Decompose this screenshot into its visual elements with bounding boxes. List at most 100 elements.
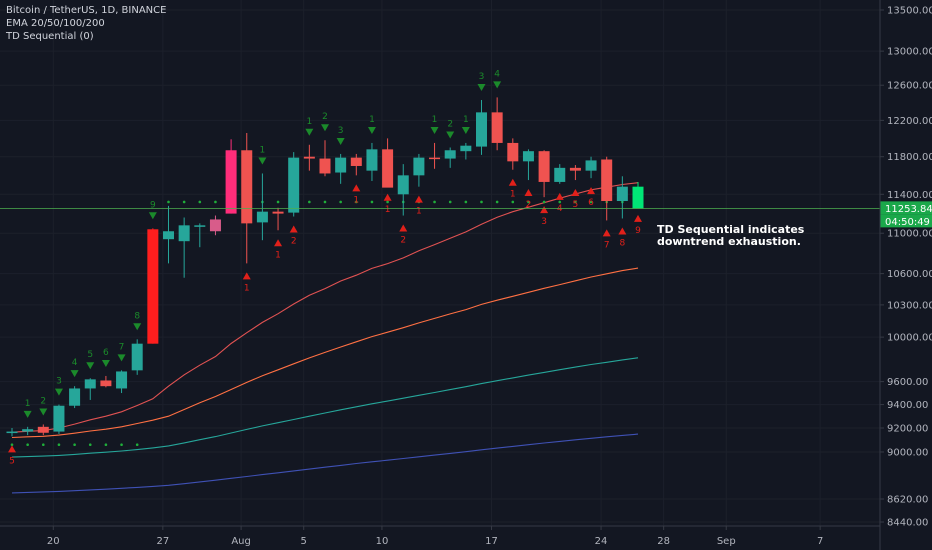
- candle: [554, 164, 566, 184]
- candle: [569, 165, 581, 181]
- annotation-line-2: downtrend exhaustion.: [657, 235, 801, 248]
- td-sell-triangle: [117, 354, 126, 362]
- td-count-label: 7: [604, 240, 610, 250]
- grid-lines: [0, 0, 880, 526]
- price-tick-label: 9200.00: [887, 424, 928, 435]
- candle-body: [194, 225, 206, 227]
- td-sell-triangle: [305, 128, 314, 136]
- td-support-dot: [355, 200, 358, 204]
- time-tick-label: 27: [156, 536, 169, 547]
- candle: [303, 144, 315, 171]
- td-sell-triangle: [23, 410, 32, 418]
- ema-line: [11, 433, 639, 494]
- candle-body: [522, 151, 534, 162]
- td-count-label: 6: [103, 348, 109, 358]
- td-sell-triangle: [446, 131, 455, 139]
- td-count-label: 2: [447, 120, 453, 130]
- time-axis[interactable]: 20 27 Aug 5 10 17 24 28 Sep 7: [0, 525, 880, 547]
- ema-lines: [11, 182, 639, 494]
- td-count-label: 1: [353, 195, 359, 205]
- candle-body: [241, 150, 253, 224]
- candle: [37, 424, 49, 436]
- candle-body: [460, 145, 472, 152]
- candle: [163, 205, 174, 264]
- td-count-label: 2: [526, 200, 532, 210]
- td-marker: 3: [540, 206, 549, 227]
- candle: [476, 100, 487, 155]
- price-tick-label: 8440.00: [887, 518, 928, 529]
- candle-body: [382, 149, 394, 188]
- td-marker: 1: [367, 115, 376, 134]
- candle-body: [303, 156, 315, 159]
- td-marker: 4: [555, 192, 564, 214]
- chart-annotation: TD Sequential indicates downtrend exhaus…: [657, 224, 804, 248]
- countdown-box: [880, 214, 932, 228]
- td-support-dot: [198, 200, 202, 204]
- td-buy-triangle: [571, 189, 580, 197]
- td-marker: 9: [634, 214, 642, 236]
- td-count-label: 2: [291, 237, 297, 247]
- td-support-dot: [120, 443, 123, 447]
- td-sell-triangle: [367, 126, 376, 134]
- candle: [194, 223, 206, 248]
- candle-body: [163, 231, 174, 240]
- candle: [84, 378, 96, 400]
- td-count-label: 2: [40, 396, 46, 406]
- candle-body: [319, 158, 331, 174]
- td-support-dot: [57, 443, 61, 447]
- td-support-dot: [10, 443, 14, 447]
- candle: [116, 370, 128, 394]
- td-marker: 1: [258, 145, 267, 165]
- candle: [335, 153, 347, 184]
- candle-body: [37, 426, 49, 433]
- td-sell-triangle: [39, 408, 48, 416]
- td-buy-triangle: [274, 239, 283, 247]
- td-marker: 7: [117, 342, 126, 362]
- candle-body: [585, 160, 597, 171]
- td-marker: 3: [477, 72, 486, 92]
- ema-line: [11, 357, 639, 458]
- price-tick-label: 8620.00: [887, 494, 928, 505]
- candle: [225, 139, 237, 214]
- td-marker: 6: [101, 348, 110, 367]
- td-support-dot: [448, 200, 452, 204]
- td-support-dot: [370, 200, 374, 204]
- td-support-dot: [26, 443, 29, 447]
- price-axis[interactable]: 13500.00 13000.00 12600.00 12200.00 11800.00…: [879, 0, 932, 550]
- candle-body: [601, 159, 613, 202]
- td-sell-triangle: [54, 388, 63, 396]
- td-count-label: 8: [619, 238, 625, 248]
- time-tick-label: 24: [595, 536, 608, 547]
- current-price-line: 11253.84 04:50:49: [0, 201, 932, 228]
- ema-legend[interactable]: EMA 20/50/100/200: [6, 18, 105, 29]
- countdown-label: 04:50:49: [885, 217, 930, 228]
- candle-body: [100, 380, 112, 387]
- candle-body: [335, 157, 347, 173]
- candle-body: [554, 167, 566, 182]
- td-count-label: 1: [385, 205, 391, 215]
- candle-body: [366, 149, 378, 171]
- td-count-label: 1: [25, 399, 31, 409]
- candle: [382, 138, 394, 188]
- symbol-legend[interactable]: Bitcoin / TetherUS, 1D, BINANCE: [6, 5, 167, 16]
- price-tick-label: 10600.00: [887, 269, 932, 280]
- td-count-label: 5: [573, 200, 579, 210]
- price-tick-label: 10000.00: [887, 333, 932, 344]
- td-count-label: 9: [635, 226, 641, 236]
- td-marker: 3: [54, 377, 63, 396]
- price-tick-label: 13500.00: [887, 6, 932, 17]
- td-sell-triangle: [321, 124, 329, 132]
- td-marker: 1: [23, 399, 32, 418]
- ema-line: [11, 267, 639, 439]
- td-support-dot: [574, 200, 577, 204]
- td-sell-triangle: [133, 323, 142, 331]
- candle-body: [209, 219, 221, 232]
- candle-body: [53, 405, 65, 432]
- time-tick-label: 20: [47, 536, 60, 547]
- td-marker: 8: [133, 311, 142, 331]
- candle: [585, 156, 597, 179]
- td-legend[interactable]: TD Sequential (0): [6, 31, 94, 42]
- td-support-dot: [386, 200, 389, 204]
